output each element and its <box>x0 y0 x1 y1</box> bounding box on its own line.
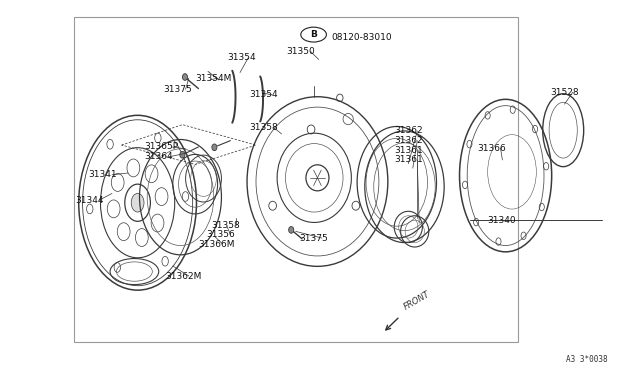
Ellipse shape <box>289 227 294 233</box>
Text: 31354M: 31354M <box>195 74 232 83</box>
Text: 31362: 31362 <box>394 126 423 135</box>
Bar <box>74 17 518 342</box>
Ellipse shape <box>182 74 188 80</box>
Ellipse shape <box>131 193 144 212</box>
Ellipse shape <box>180 151 185 158</box>
Text: 31528: 31528 <box>550 88 579 97</box>
Text: B: B <box>310 30 317 39</box>
Text: 31354: 31354 <box>250 90 278 99</box>
Text: 31366: 31366 <box>477 144 506 153</box>
Text: 31375: 31375 <box>300 234 328 243</box>
Text: 31358: 31358 <box>250 123 278 132</box>
Text: 31358: 31358 <box>211 221 240 230</box>
Text: A3 3*0038: A3 3*0038 <box>566 355 608 364</box>
Text: 31375: 31375 <box>163 85 192 94</box>
Text: 31354: 31354 <box>227 53 256 62</box>
Text: 31341: 31341 <box>88 170 117 179</box>
Text: FRONT: FRONT <box>402 289 431 311</box>
Text: 31361: 31361 <box>394 146 423 155</box>
Text: 31344: 31344 <box>76 196 104 205</box>
Text: 31340: 31340 <box>488 216 516 225</box>
Text: 31362: 31362 <box>394 136 423 145</box>
Text: 31356: 31356 <box>206 230 235 239</box>
Text: 31365P: 31365P <box>144 142 178 151</box>
Text: 31366M: 31366M <box>198 240 235 248</box>
Text: 31361: 31361 <box>394 155 423 164</box>
Ellipse shape <box>212 144 217 151</box>
Text: 31350: 31350 <box>287 47 316 56</box>
Text: 31364: 31364 <box>144 153 173 161</box>
Text: 08120-83010: 08120-83010 <box>332 33 392 42</box>
Text: 31362M: 31362M <box>165 272 202 280</box>
